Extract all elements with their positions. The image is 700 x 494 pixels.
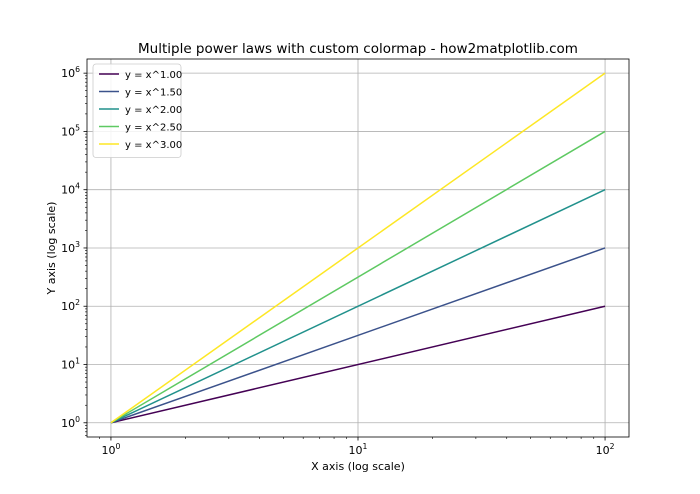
x-axis-ticks: 100 101 102 [99, 437, 615, 457]
series-line-1 [110, 305, 606, 424]
series-line-2 [110, 247, 606, 424]
legend-label-5: y = x^3.00 [125, 140, 182, 151]
y-tick-label: 103 [61, 240, 80, 255]
y-tick-label: 105 [61, 123, 80, 138]
series-line-5 [110, 72, 606, 424]
legend-label-2: y = x^1.50 [125, 88, 182, 99]
x-tick-label: 101 [349, 442, 368, 457]
x-axis-label: X axis (log scale) [311, 460, 405, 473]
chart-title: Multiple power laws with custom colormap… [138, 41, 578, 57]
y-tick-label: 102 [61, 298, 80, 313]
y-tick-label: 104 [61, 182, 80, 197]
y-tick-label: 101 [61, 357, 80, 372]
series-line-4 [110, 130, 606, 424]
y-axis-ticks: 100 101 102 103 104 105 106 [61, 65, 87, 437]
x-tick-label: 102 [596, 442, 615, 457]
legend-label-3: y = x^2.00 [125, 105, 182, 116]
y-axis-label: Y axis (log scale) [45, 202, 58, 296]
legend: y = x^1.00 y = x^1.50 y = x^2.00 y = x^2.50… [92, 63, 182, 158]
x-tick-label: 100 [101, 442, 120, 457]
legend-label-1: y = x^1.00 [125, 70, 182, 81]
series-line-3 [110, 189, 606, 424]
legend-box [92, 63, 182, 158]
series-lines [110, 72, 606, 424]
y-tick-label: 106 [61, 65, 80, 80]
y-tick-label: 100 [61, 415, 80, 430]
legend-label-4: y = x^2.50 [125, 123, 182, 134]
